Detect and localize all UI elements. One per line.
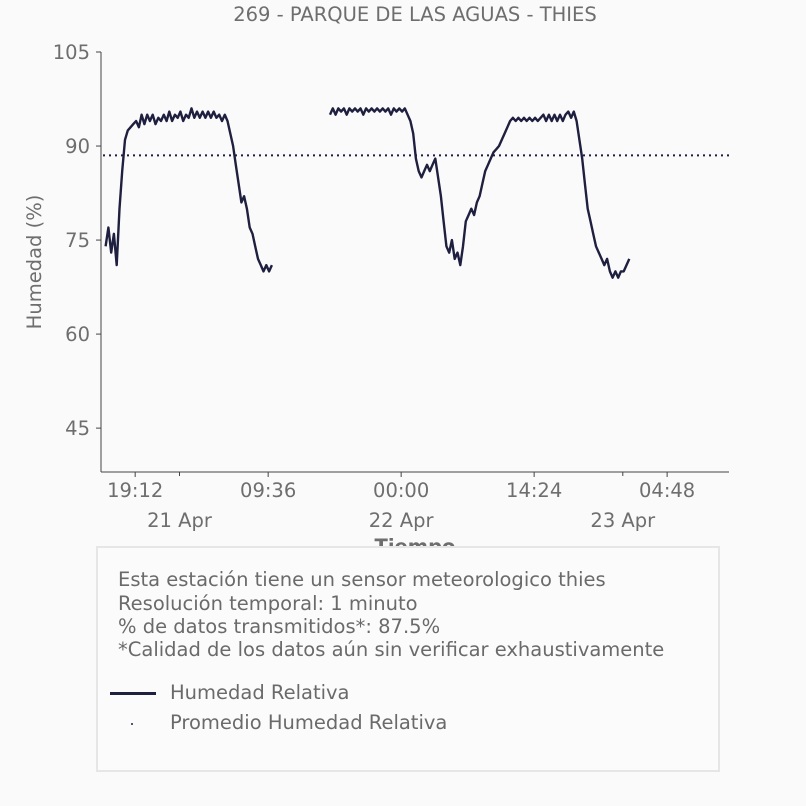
- legend-item-humidity: Humedad Relativa: [110, 681, 510, 705]
- humidity-series-segment-1: [104, 107, 273, 273]
- y-axis-label: Humedad (%): [23, 195, 46, 330]
- legend-label-humidity: Humedad Relativa: [170, 681, 350, 704]
- data-transmitted-note: % de datos transmitidos*: 87.5%: [118, 615, 441, 638]
- y-tick-label: 45: [65, 417, 90, 440]
- station-sensor-note: Esta estación tiene un sensor meteorolog…: [118, 568, 606, 591]
- legend-dot-swatch: [131, 723, 133, 725]
- humidity-series-segment-2: [328, 107, 631, 279]
- x-date-label: 22 Apr: [369, 509, 435, 532]
- y-tick-label: 75: [65, 229, 90, 252]
- x-tick-label: 19:12: [107, 479, 163, 502]
- legend-label-average: Promedio Humedad Relativa: [170, 711, 448, 734]
- x-tick-label: 00:00: [373, 479, 429, 502]
- x-date-label: 21 Apr: [147, 509, 213, 532]
- y-tick-label: 105: [53, 41, 90, 64]
- temporal-resolution-note: Resolución temporal: 1 minuto: [118, 592, 418, 615]
- x-tick-label: 14:24: [506, 479, 562, 502]
- y-tick-label: 60: [65, 323, 90, 346]
- legend-line-swatch: [110, 692, 156, 695]
- x-date-label: 23 Apr: [590, 509, 656, 532]
- info-box: Esta estación tiene un sensor meteorolog…: [96, 546, 720, 772]
- x-tick-label: 04:48: [639, 479, 695, 502]
- legend-item-average: Promedio Humedad Relativa: [110, 711, 510, 735]
- data-quality-note: *Calidad de los datos aún sin verificar …: [118, 638, 665, 661]
- y-tick-label: 90: [65, 135, 90, 158]
- x-tick-label: 09:36: [240, 479, 296, 502]
- chart-title: 269 - PARQUE DE LAS AGUAS - THIES: [233, 3, 597, 26]
